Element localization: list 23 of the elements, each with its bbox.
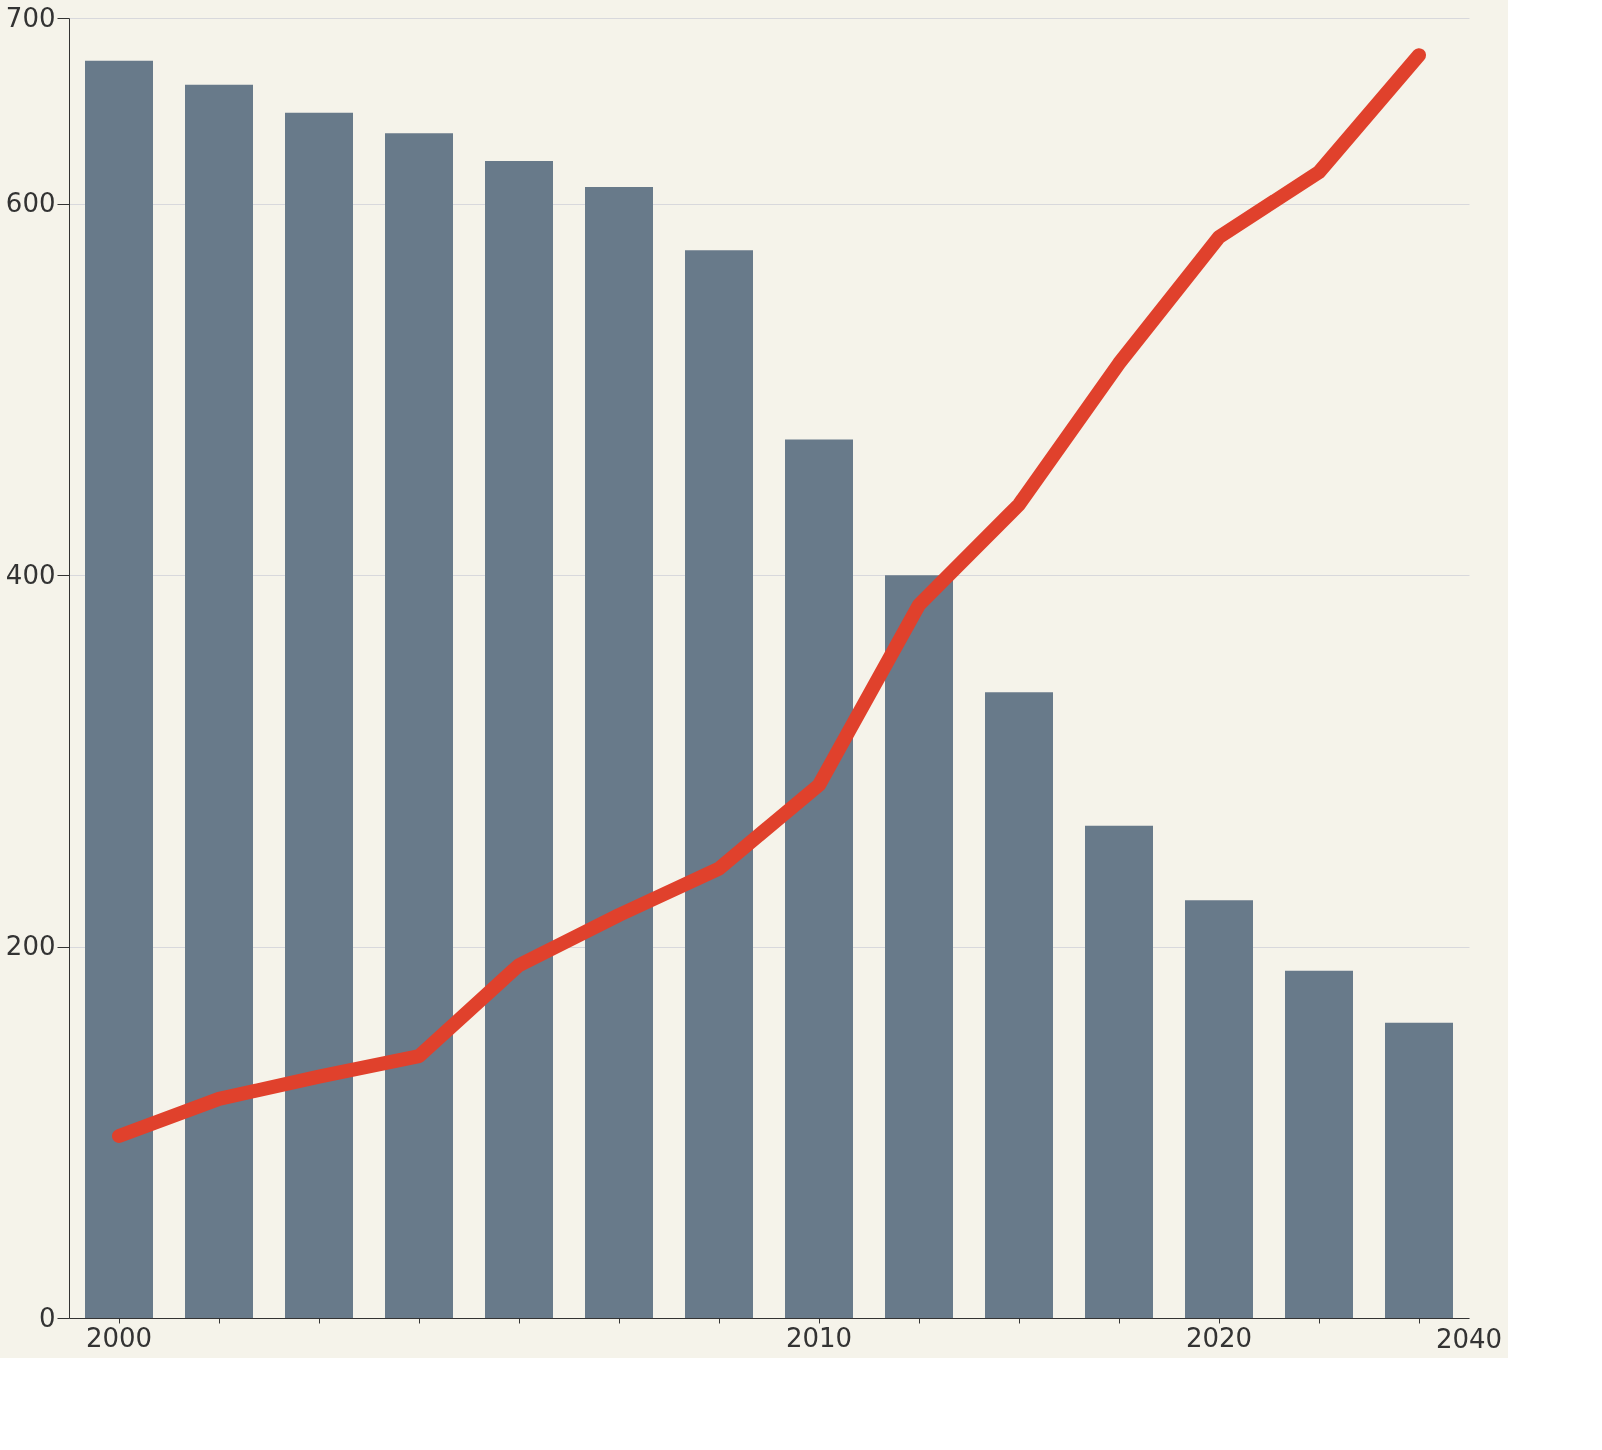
y-tick-label: 600: [5, 188, 56, 219]
bar: [385, 133, 453, 1318]
text: 2040: [1435, 1324, 1503, 1354]
bar: [1085, 825, 1153, 1318]
bar: [1185, 900, 1253, 1318]
bar: [185, 84, 253, 1318]
x-tick-label: 2000: [85, 1322, 153, 1353]
y-tick-label: 400: [5, 559, 56, 590]
bar: [785, 439, 853, 1318]
bar: [1385, 1022, 1453, 1318]
bar: [585, 187, 653, 1318]
bar: [985, 692, 1053, 1318]
bar: [85, 60, 153, 1318]
x-tick-label: 2010: [785, 1322, 853, 1353]
y-tick-label: 0: [38, 1302, 56, 1333]
bar: [485, 161, 553, 1318]
y-tick-label: 200: [5, 931, 56, 962]
bar: [885, 575, 953, 1318]
y-tick-label: 700: [5, 2, 56, 33]
bar: [685, 250, 753, 1318]
bar: [1285, 970, 1353, 1318]
bar: [285, 112, 353, 1318]
x-tick-label: 2020: [1185, 1322, 1253, 1353]
